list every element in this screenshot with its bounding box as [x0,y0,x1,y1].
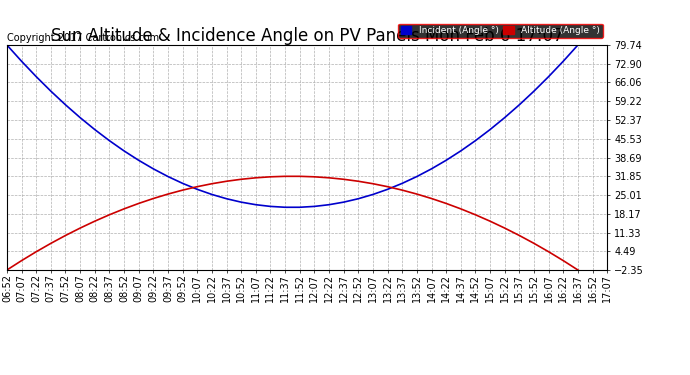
Legend: Incident (Angle °), Altitude (Angle °): Incident (Angle °), Altitude (Angle °) [398,24,602,38]
Text: Copyright 2017 Cartronics.com: Copyright 2017 Cartronics.com [7,33,159,43]
Title: Sun Altitude & Incidence Angle on PV Panels Mon Feb 6 17:07: Sun Altitude & Incidence Angle on PV Pan… [51,27,563,45]
